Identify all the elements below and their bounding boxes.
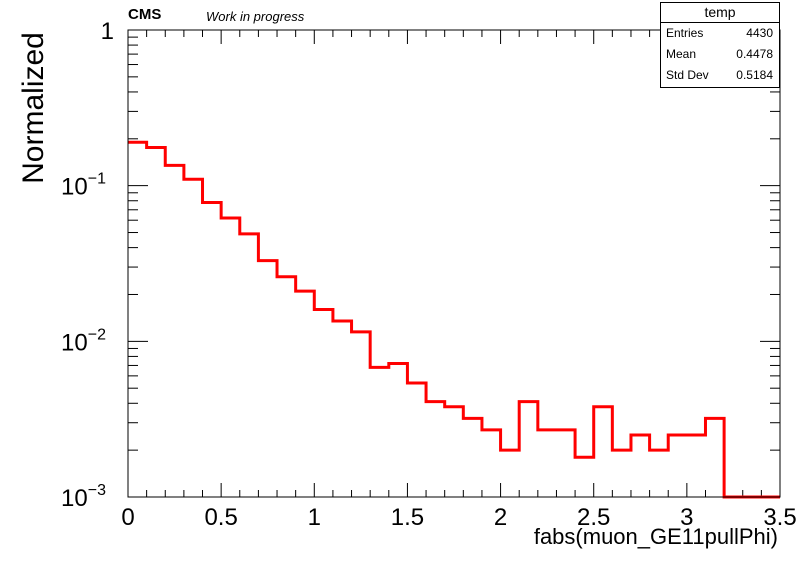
status-label: Work in progress <box>206 9 305 24</box>
x-tick-label: 1.5 <box>391 504 424 531</box>
y-tick-label: 10−2 <box>61 326 106 356</box>
x-tick-label: 3 <box>680 504 693 531</box>
y-tick-label: 10−3 <box>61 482 106 512</box>
stats-row-entries: Entries 4430 <box>661 23 779 44</box>
x-tick-label: 2 <box>494 504 507 531</box>
y-tick-labels: 1 10−1 10−2 10−3 <box>61 18 114 512</box>
cms-label: CMS <box>128 6 162 23</box>
y-tick-label: 1 <box>101 18 114 45</box>
x-axis-label: fabs(muon_GE11pullPhi) <box>533 524 778 549</box>
stats-label: Std Dev <box>666 68 709 82</box>
stats-row-stddev: Std Dev 0.5184 <box>661 65 779 86</box>
stats-box: temp Entries 4430 Mean 0.4478 Std Dev 0.… <box>660 2 780 88</box>
stats-label: Mean <box>666 47 697 61</box>
y-tick-label: 10−1 <box>61 171 106 201</box>
x-tick-labels: 0 0.5 1 1.5 2 2.5 3 3.5 <box>121 504 796 531</box>
y-axis-label: Normalized <box>17 32 50 184</box>
stats-title: temp <box>661 3 779 23</box>
stats-value: 0.4478 <box>736 47 773 61</box>
x-tick-label: 1 <box>308 504 321 531</box>
stats-value: 0.5184 <box>736 68 773 82</box>
plot-frame <box>127 29 781 498</box>
stats-row-mean: Mean 0.4478 <box>661 44 779 65</box>
x-tick-label: 3.5 <box>763 504 796 531</box>
x-tick-label: 2.5 <box>577 504 610 531</box>
stats-label: Entries <box>666 26 704 40</box>
stats-value: 4430 <box>746 26 773 40</box>
x-tick-label: 0 <box>121 504 134 531</box>
x-tick-label: 0.5 <box>204 504 237 531</box>
histogram-line <box>128 140 780 499</box>
axis-ticks <box>127 29 781 498</box>
